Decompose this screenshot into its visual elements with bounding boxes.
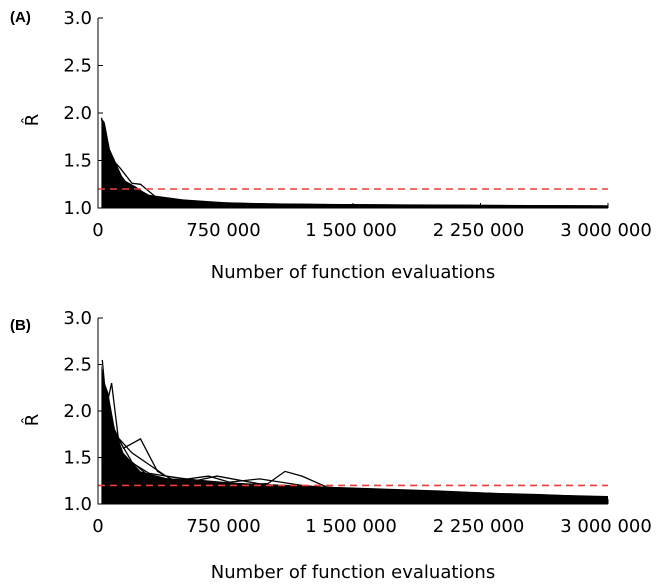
x-tick-label: 2 250 000 (433, 220, 525, 241)
axes (97, 318, 608, 505)
chain-line-1 (101, 131, 609, 207)
x-tick-label: 750 000 (186, 516, 260, 537)
panel-label: (A) (10, 9, 31, 26)
x-axis-title: Number of function evaluations (211, 262, 495, 283)
chain-band (101, 117, 609, 208)
x-axis-title: Number of function evaluations (211, 562, 495, 583)
y-tick-label: 1.0 (63, 494, 92, 515)
y-tick-label: 2.0 (63, 401, 92, 422)
x-tick-label: 3 000 000 (560, 220, 652, 241)
panel-label: (B) (10, 317, 31, 334)
x-tick-label: 0 (92, 220, 103, 241)
axes (97, 18, 608, 209)
panel-a: (A) R̂ Number of function evaluations 0 7… (10, 8, 652, 283)
y-tick-label: 3.0 (63, 8, 92, 29)
y-axis-title: R̂ (22, 414, 43, 427)
x-tick-label: 2 250 000 (433, 516, 525, 537)
y-tick-label: 3.0 (63, 308, 92, 329)
x-tick-label: 750 000 (186, 220, 260, 241)
chain-line-1 (102, 392, 609, 499)
chain-line-3 (107, 429, 609, 499)
y-tick-label: 1.5 (63, 151, 92, 172)
y-tick-label: 2.5 (63, 56, 92, 77)
chain-line-0 (101, 359, 609, 498)
chain-band (101, 364, 609, 504)
panel-b: (B) R̂ Number of function evaluations 0 7… (10, 308, 652, 583)
y-tick-label: 2.5 (63, 355, 92, 376)
y-axis-title: R̂ (22, 114, 43, 127)
x-tick-label: 3 000 000 (560, 516, 652, 537)
x-tick-label: 0 (92, 516, 103, 537)
x-tick-label: 1 500 000 (305, 516, 397, 537)
x-tick-label: 1 500 000 (305, 220, 397, 241)
chain-line-0 (100, 117, 609, 207)
chain-line-2 (102, 150, 609, 207)
y-tick-label: 2.0 (63, 103, 92, 124)
y-tick-label: 1.5 (63, 448, 92, 469)
y-tick-label: 1.0 (63, 198, 92, 219)
